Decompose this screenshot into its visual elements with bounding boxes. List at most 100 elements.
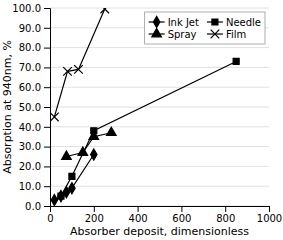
tick: 100.0 — [12, 3, 50, 14]
point — [51, 194, 57, 205]
point — [107, 127, 117, 135]
point — [74, 65, 83, 74]
tick-label: 70.0 — [19, 62, 41, 73]
tick-mark — [44, 206, 50, 207]
grid-line — [50, 8, 269, 9]
point — [63, 67, 72, 76]
legend-label: Spray — [168, 29, 197, 40]
x-axis: 0 200 400 600 800 1000 — [47, 206, 282, 224]
point — [69, 183, 75, 194]
tick-label: 50.0 — [19, 102, 41, 113]
tick-label: 0.0 — [25, 201, 41, 212]
legend-symbol — [212, 19, 218, 25]
tick: 400 — [129, 206, 148, 224]
tick-mark — [44, 127, 50, 128]
legend-symbol — [152, 28, 162, 36]
tick-mark — [138, 206, 139, 212]
tick-mark — [44, 28, 50, 29]
point — [233, 58, 239, 64]
tick: 10.0 — [19, 181, 50, 192]
legend-item: Needle — [207, 17, 261, 28]
tick-mark — [44, 48, 50, 49]
legend-item: Ink Jet — [149, 16, 199, 27]
legend-symbol — [153, 16, 159, 27]
legend: Ink Jet Needle Spray Film — [145, 12, 265, 44]
y-axis-title: Absorption at 940nm, % — [1, 40, 14, 174]
legend-item: Spray — [149, 28, 197, 39]
point — [69, 173, 75, 179]
grid-line — [50, 107, 269, 108]
series-line — [61, 61, 236, 196]
x-axis-title: Absorber deposit, dimensionless — [70, 225, 249, 238]
point — [62, 151, 72, 159]
tick: 800 — [216, 206, 235, 224]
legend-label: Needle — [226, 17, 261, 28]
tick-label: 400 — [129, 213, 148, 224]
point — [50, 113, 59, 122]
chart: 0 200 400 600 800 1000 0.0 10.0 20.0 30.0 40.0 50.0… — [0, 0, 283, 240]
legend-frame — [145, 12, 265, 44]
grid-line — [50, 87, 269, 88]
axis-line — [51, 207, 270, 213]
tick: 0 — [47, 206, 53, 224]
tick-mark — [44, 166, 50, 167]
tick: 90.0 — [19, 23, 50, 34]
tick: 60.0 — [19, 82, 50, 93]
grid-line — [50, 67, 269, 68]
tick-label: 80.0 — [19, 42, 41, 53]
tick-label: 20.0 — [19, 161, 41, 172]
legend-item: Film — [207, 29, 246, 40]
legend-label: Film — [226, 29, 246, 40]
tick: 70.0 — [19, 62, 50, 73]
tick-label: 600 — [172, 213, 191, 224]
tick-mark — [44, 87, 50, 88]
y-axis: 0.0 10.0 20.0 30.0 40.0 50.0 60.0 70.0 80.0 90.0 1… — [12, 3, 50, 212]
tick: 80.0 — [19, 42, 50, 53]
plot: 0 200 400 600 800 1000 0.0 10.0 20.0 30.0 40.0 50.0… — [12, 3, 282, 224]
tick-mark — [44, 186, 50, 187]
tick: 600 — [172, 206, 191, 224]
tick-label: 10.0 — [19, 181, 41, 192]
grid-line — [50, 166, 269, 167]
tick-mark — [181, 206, 182, 212]
grid-line — [50, 186, 269, 187]
tick-mark — [44, 107, 50, 108]
tick-mark — [269, 206, 270, 212]
grid-line — [50, 126, 269, 127]
tick-label: 40.0 — [19, 122, 41, 133]
tick-label: 200 — [85, 213, 104, 224]
point — [58, 193, 64, 199]
axis-line — [44, 9, 51, 207]
point — [91, 149, 97, 160]
tick-mark — [44, 67, 50, 68]
series — [51, 149, 97, 206]
tick-label: 1000 — [257, 213, 282, 224]
tick-mark — [44, 147, 50, 148]
series-line — [66, 133, 111, 157]
series-line — [54, 155, 93, 201]
tick-mark — [44, 8, 50, 9]
series — [58, 58, 239, 199]
grid-line — [50, 47, 269, 48]
tick-label: 30.0 — [19, 141, 41, 152]
tick-label: 800 — [216, 213, 235, 224]
tick-label: 60.0 — [19, 82, 41, 93]
tick: 200 — [85, 206, 104, 224]
tick: 30.0 — [19, 141, 50, 152]
tick: 20.0 — [19, 161, 50, 172]
tick-mark — [225, 206, 226, 212]
point — [100, 8, 109, 13]
legend-symbol — [211, 30, 220, 39]
tick-label: 90.0 — [19, 23, 41, 34]
legend-label: Ink Jet — [168, 17, 199, 28]
grid — [50, 8, 269, 206]
tick: 0.0 — [25, 201, 50, 212]
point — [89, 131, 99, 139]
series — [62, 127, 117, 159]
tick-label: 100.0 — [12, 3, 41, 14]
tick: 50.0 — [19, 102, 50, 113]
point — [78, 147, 88, 155]
series-line — [54, 9, 104, 117]
tick: 40.0 — [19, 122, 50, 133]
series — [50, 8, 109, 121]
